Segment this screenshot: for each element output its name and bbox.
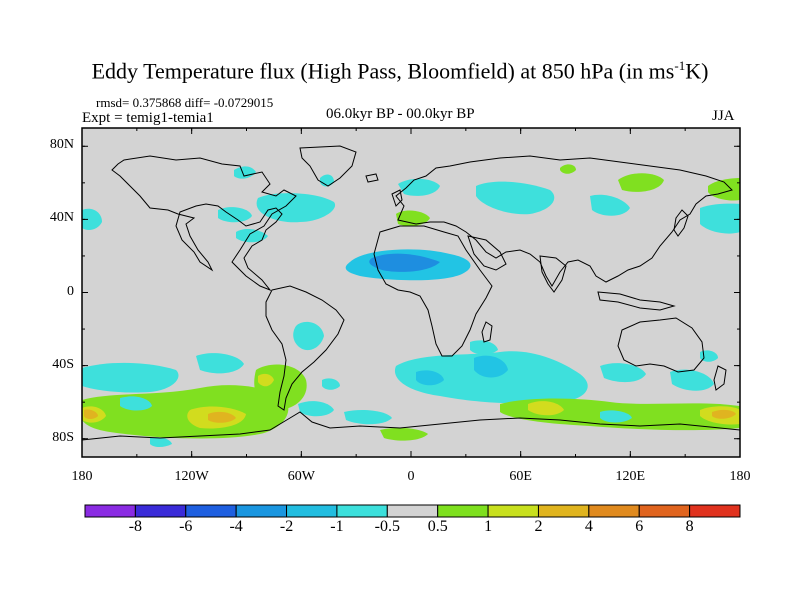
coast-new-zealand <box>713 365 727 391</box>
coast-japan <box>673 209 689 237</box>
title-text: Eddy Temperature flux (High Pass, Bloomf… <box>91 58 675 84</box>
colorbar-swatch <box>286 504 338 518</box>
coast-india <box>539 255 567 293</box>
anomaly-south-indian-core <box>474 355 508 378</box>
coast-uk <box>391 189 403 207</box>
lon-tick-label: 60E <box>509 469 532 484</box>
colorbar-swatch <box>537 504 590 518</box>
anomaly-east-siberia <box>618 173 664 192</box>
coast-madagascar <box>481 321 493 343</box>
title-exponent: -1 <box>674 58 686 73</box>
colorbar-swatch <box>588 504 640 518</box>
experiment-label: Expt = temig1-temia1 <box>82 110 214 126</box>
colorbar-label: -8 <box>128 518 143 535</box>
anomaly-hudson <box>218 207 252 223</box>
coast-australia <box>617 317 705 373</box>
anomaly-south-pacific <box>82 362 179 393</box>
anomaly-southern-cyan-west <box>120 396 152 411</box>
anomaly-austr-west <box>600 363 646 383</box>
colorbar-swatch <box>185 504 237 518</box>
anomaly-canada-north <box>234 166 256 179</box>
colorbar-swatch <box>386 504 439 518</box>
figure-title: Eddy Temperature flux (High Pass, Bloomf… <box>0 58 800 84</box>
anomaly-austr-east <box>670 369 714 391</box>
colorbar-label: 8 <box>685 518 694 535</box>
anomaly-scandinavia <box>398 178 440 196</box>
anomaly-southern-pacific-orange <box>208 411 236 423</box>
anomaly-argentina-yellow <box>258 373 274 387</box>
lon-tick-label: 180 <box>729 469 751 484</box>
colorbar <box>84 504 741 518</box>
colorbar-label: 4 <box>584 518 593 535</box>
anomaly-newfoundland <box>256 193 336 223</box>
colorbar-swatch <box>336 504 388 518</box>
colorbar-label: 0.5 <box>427 518 448 535</box>
title-end: K) <box>685 58 709 84</box>
coast-eurasia <box>395 155 733 287</box>
coast-arabia <box>467 235 507 271</box>
coast-iceland <box>365 173 379 183</box>
coastlines <box>82 145 740 441</box>
anomaly-southern-indian-cyan <box>600 410 632 423</box>
coast-africa <box>373 225 493 357</box>
anomaly-labrador <box>236 229 268 243</box>
lat-tick-label: 40S <box>52 356 74 372</box>
colorbar-swatch <box>638 504 691 518</box>
coast-indonesia <box>597 291 676 311</box>
anomaly-south-atlantic-small <box>322 378 340 390</box>
colorbar-label: -0.5 <box>374 518 400 535</box>
colorbar-label: -1 <box>330 518 344 535</box>
anomaly-kazakh <box>590 194 630 216</box>
anomaly-north-pacific-right-green <box>708 178 740 201</box>
lon-tick-label: 120E <box>615 469 646 484</box>
lon-tick-label: 120W <box>174 469 209 484</box>
colorbar-swatch <box>235 504 288 518</box>
lon-tick-label: 0 <box>407 469 415 484</box>
colorbar-swatch <box>437 504 489 518</box>
anomaly-southern-indian-orange <box>712 409 736 419</box>
colorbar-label: -2 <box>279 518 294 535</box>
lat-tick-label: 0 <box>67 283 74 299</box>
colorbar-label: -6 <box>179 518 193 535</box>
anomaly-antarctic-small <box>150 437 172 447</box>
anomaly-drake <box>298 401 334 417</box>
lon-tick-label: 180 <box>71 469 93 484</box>
anomaly-tropical-atlantic-core <box>369 253 440 272</box>
colorbar-swatch <box>134 504 187 518</box>
anomaly-mediterranean <box>396 210 430 226</box>
colorbar-label: -4 <box>229 518 243 535</box>
coast-north-america <box>111 155 297 292</box>
stats-text: rmsd= 0.375868 diff= -0.0729015 <box>96 95 274 110</box>
colorbar-swatch <box>487 504 539 518</box>
anomaly-madagascar <box>470 340 498 355</box>
colorbar-swatch <box>84 504 136 518</box>
anomaly-tasman <box>700 350 718 362</box>
colorbar-swatch <box>689 504 741 518</box>
colorbar-label: 1 <box>484 518 493 535</box>
anomaly-southern-indian-yellow-1 <box>528 401 564 416</box>
lon-tick-label: 60W <box>287 469 315 484</box>
anomaly-north-pacific-right-cyan <box>700 203 740 234</box>
colorbar-label: 2 <box>534 518 543 535</box>
axis-ticks <box>81 128 741 457</box>
lat-tick-label: 40N <box>49 210 74 226</box>
period-label: 06.0kyr BP - 00.0kyr BP <box>326 106 475 122</box>
anomaly-southern-atlantic-green <box>380 427 428 441</box>
lat-tick-label: 80S <box>52 429 74 445</box>
colorbar-label: 6 <box>635 518 644 535</box>
anomaly-weddell <box>344 410 392 425</box>
anomaly-south-indian-2 <box>416 370 444 386</box>
season-label: JJA <box>712 108 735 124</box>
anomaly-central-asia <box>476 181 555 215</box>
lat-tick-label: 80N <box>49 137 74 153</box>
coast-antarctica <box>82 411 740 441</box>
anomaly-south-pacific-2 <box>196 353 244 374</box>
coast-greenland <box>299 145 357 187</box>
anomaly-amazon <box>293 321 324 351</box>
anomaly-siberia-small <box>560 164 576 174</box>
anomaly-pacific-left <box>82 208 102 230</box>
anomaly-left-orange <box>84 409 98 419</box>
coast-south-america <box>265 285 345 411</box>
